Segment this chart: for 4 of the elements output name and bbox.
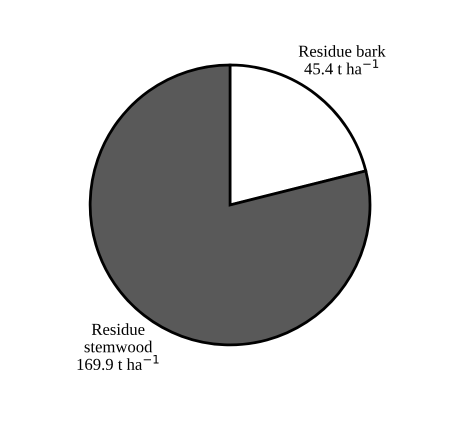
data-label: 45.4 t ha$^{−1}$ (304, 59, 378, 74)
slice-label: Residue stemwood (84, 323, 152, 352)
data-label: 169.9 t ha$^{−1}$ (78, 354, 159, 370)
slice-label: Residue bark (298, 45, 386, 57)
